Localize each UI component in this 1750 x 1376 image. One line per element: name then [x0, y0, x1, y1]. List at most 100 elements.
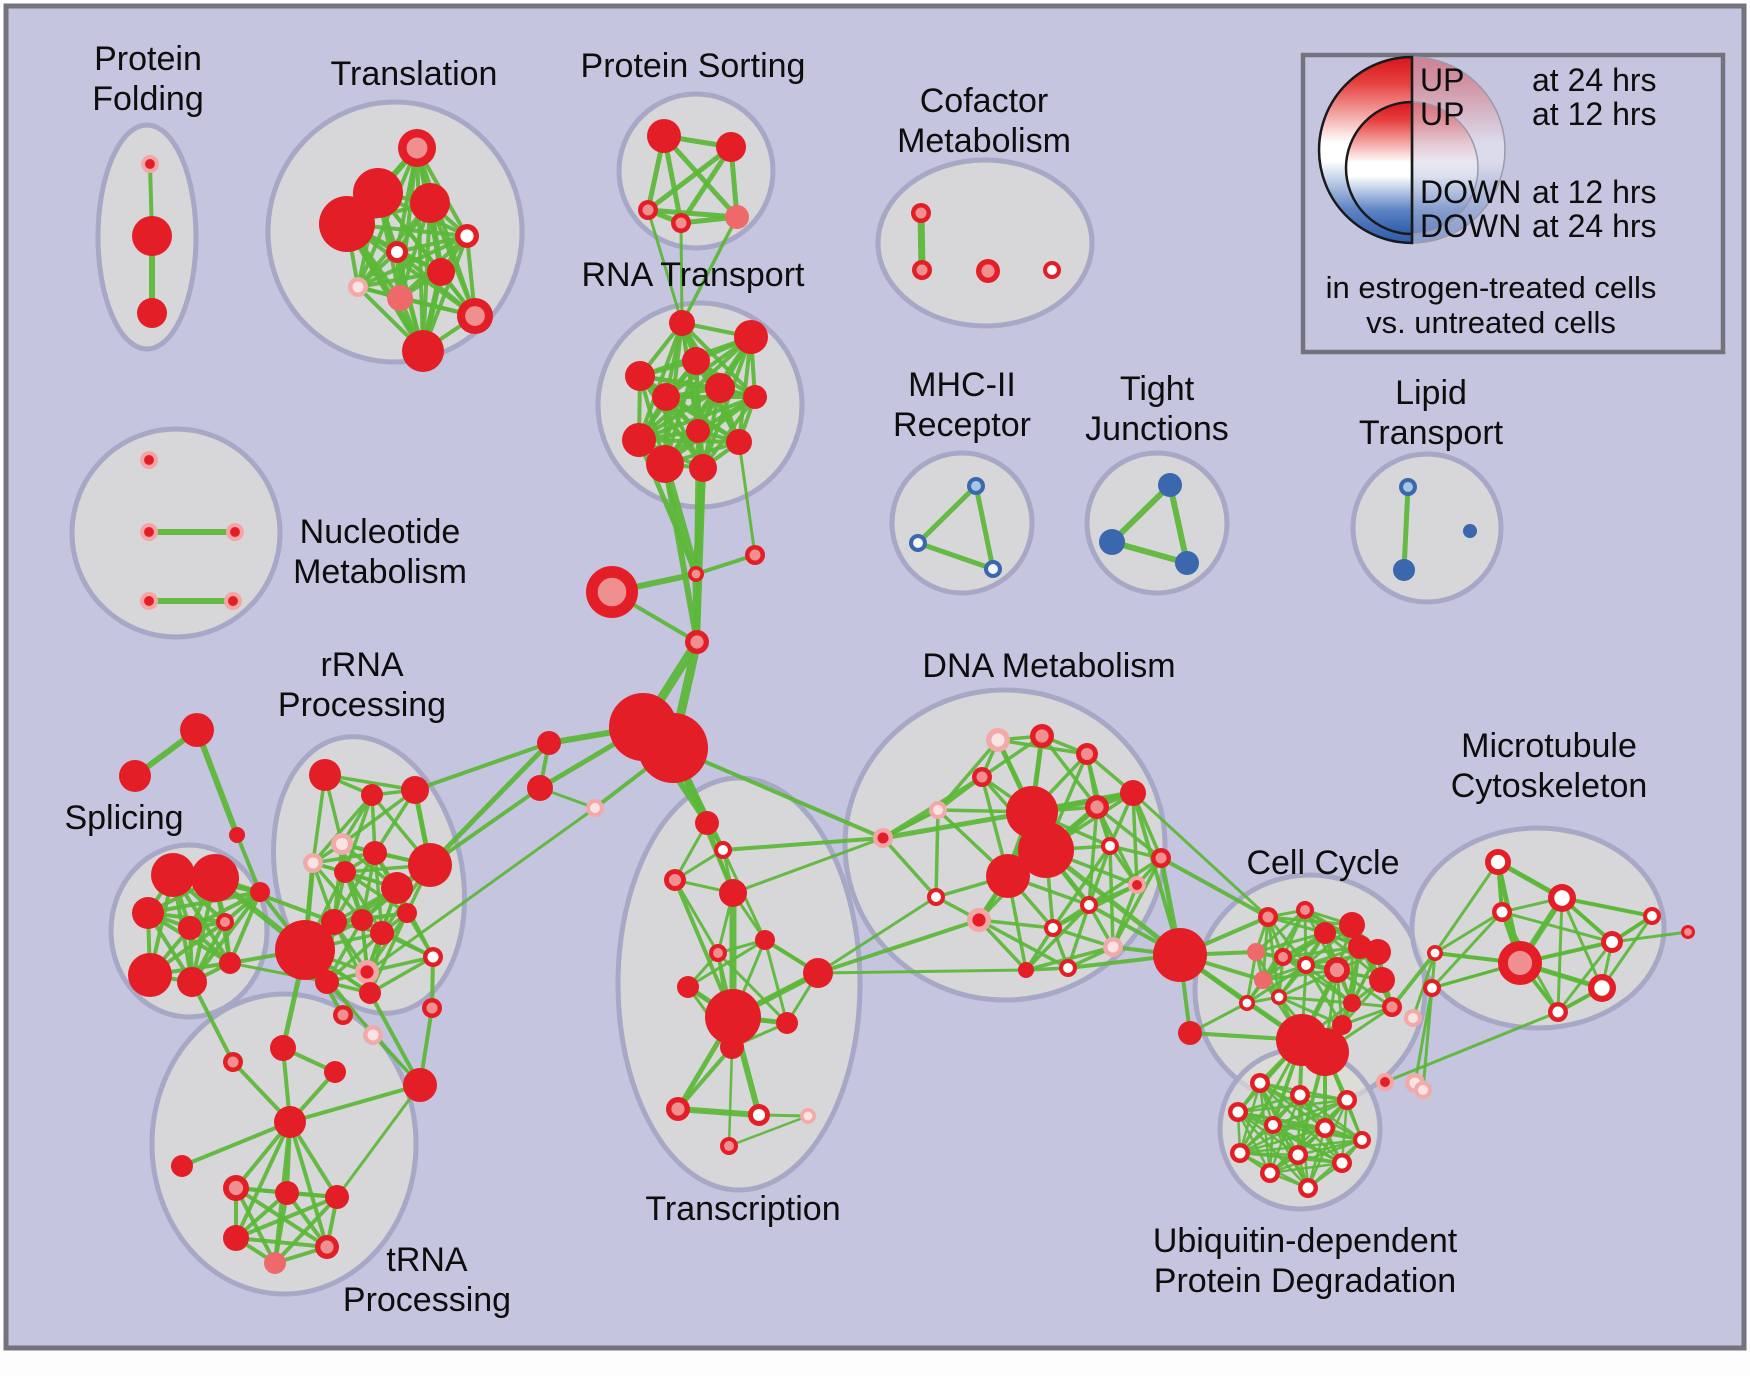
- edge: [1167, 482, 1190, 566]
- edge: [1245, 963, 1308, 1005]
- node-center: [320, 1240, 334, 1254]
- node: [1158, 473, 1182, 497]
- node-center: [1047, 265, 1057, 275]
- edge: [1433, 910, 1504, 955]
- node: [776, 1012, 798, 1034]
- node-center: [1262, 911, 1274, 923]
- node: [427, 258, 455, 286]
- edge: [288, 1083, 422, 1124]
- node-center: [1418, 1085, 1428, 1095]
- node: [180, 713, 214, 747]
- edge: [1401, 484, 1411, 573]
- node-center: [1105, 841, 1115, 851]
- node-center: [1035, 729, 1049, 743]
- edge: [977, 918, 1055, 930]
- node: [132, 897, 164, 929]
- cluster-trna-processing: [149, 991, 419, 1297]
- node-center: [1254, 1077, 1266, 1089]
- edge: [701, 395, 757, 470]
- node: [1153, 928, 1207, 982]
- edge: [737, 440, 757, 557]
- node-center: [1274, 992, 1284, 1002]
- node-center: [1084, 900, 1094, 910]
- edge: [1131, 791, 1182, 957]
- node-center: [1242, 998, 1252, 1008]
- node-center: [227, 1056, 239, 1068]
- node: [370, 921, 394, 945]
- edge: [977, 918, 1070, 970]
- node-center: [1294, 1089, 1306, 1101]
- edge: [1254, 931, 1327, 954]
- edge: [311, 793, 374, 865]
- node-center: [642, 204, 654, 216]
- node-center: [1507, 950, 1533, 976]
- edge: [340, 788, 417, 846]
- node: [689, 454, 717, 482]
- node: [229, 827, 245, 843]
- node-center: [1107, 941, 1119, 953]
- edge: [1277, 995, 1354, 1005]
- edge: [980, 734, 1044, 779]
- node: [119, 760, 151, 792]
- node: [1365, 939, 1391, 965]
- node-center: [1090, 800, 1104, 814]
- node: [361, 784, 383, 806]
- edge: [1433, 860, 1500, 955]
- node-center: [1496, 906, 1508, 918]
- node-center: [1301, 960, 1311, 970]
- node: [686, 419, 710, 443]
- node: [1393, 559, 1415, 581]
- node: [725, 205, 749, 229]
- edge: [645, 207, 740, 220]
- node-center: [1386, 1001, 1398, 1013]
- cluster-label-transcription: Transcription: [645, 1190, 840, 1228]
- edge: [816, 968, 1028, 975]
- node-center: [1357, 1135, 1367, 1145]
- edge: [1430, 910, 1504, 990]
- node: [381, 872, 413, 904]
- node-center: [671, 1102, 685, 1116]
- cluster-label-lipid-transport: Transport: [1359, 414, 1504, 452]
- node: [803, 958, 833, 988]
- edge: [915, 483, 979, 546]
- edge: [415, 146, 425, 353]
- edge: [228, 890, 262, 965]
- edge: [1159, 856, 1270, 919]
- edge: [1087, 844, 1112, 907]
- node-center: [1427, 983, 1437, 993]
- node-center: [1278, 952, 1288, 962]
- edge: [1111, 883, 1139, 949]
- node: [219, 952, 241, 974]
- cluster-label-rrna-processing: rRNA: [320, 646, 403, 684]
- node-center: [972, 913, 986, 927]
- edge: [676, 1045, 734, 1111]
- node-center: [426, 1002, 438, 1014]
- edge: [1277, 995, 1344, 1027]
- node-center: [1380, 1077, 1390, 1087]
- node: [402, 330, 444, 372]
- cluster-label-cell-cycle: Cell Cycle: [1246, 844, 1399, 882]
- node: [178, 916, 202, 940]
- node-center: [1684, 928, 1692, 936]
- edge: [1600, 914, 1654, 990]
- figure-border: [3, 3, 1747, 1351]
- node-center: [1336, 1157, 1348, 1169]
- legend-direction-label: DOWN: [1420, 174, 1521, 210]
- node: [397, 903, 417, 923]
- node-center: [668, 873, 682, 887]
- node-center: [145, 159, 155, 169]
- node: [1369, 967, 1395, 993]
- node-center: [749, 549, 761, 561]
- node: [677, 976, 699, 998]
- edge: [680, 215, 739, 325]
- node-center: [144, 527, 154, 537]
- node-center: [1594, 980, 1610, 996]
- node: [410, 183, 450, 223]
- edge: [368, 991, 422, 1087]
- node-center: [1302, 1182, 1314, 1194]
- node-center: [981, 264, 995, 278]
- node-center: [144, 455, 154, 465]
- node-center: [933, 805, 943, 815]
- node-center: [1292, 1149, 1304, 1161]
- legend-footer-text: in estrogen-treated cells: [1326, 270, 1657, 305]
